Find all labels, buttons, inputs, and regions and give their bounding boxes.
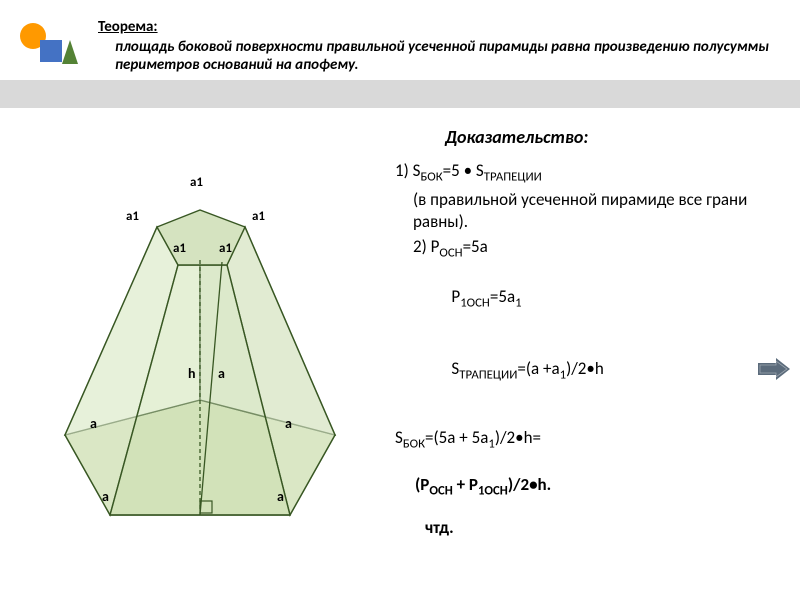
lbl-a1-top: а1 bbox=[190, 175, 203, 190]
lbl-a-slant: а bbox=[218, 365, 225, 382]
proof-line-1: 1) SБОК=5 • SТРАПЕЦИИ bbox=[395, 160, 790, 185]
proof-line-3: 2) РОСН=5а bbox=[395, 236, 790, 261]
logo-triangle-icon bbox=[62, 40, 78, 64]
proof-line-7: (РОСН + Р1ОСН)/2•h. bbox=[395, 474, 790, 499]
slide: Теорема: площадь боковой поверхности пра… bbox=[0, 0, 800, 600]
lbl-h: h bbox=[188, 365, 196, 382]
logo-square-icon bbox=[40, 40, 62, 62]
proof-label: Доказательство: bbox=[445, 126, 588, 148]
lbl-a1-tr: а1 bbox=[252, 209, 265, 224]
frustum-diagram: а1 а1 а1 а1 а1 h а а а а а bbox=[30, 165, 375, 540]
logo bbox=[18, 18, 78, 78]
proof-body: 1) SБОК=5 • SТРАПЕЦИИ (в правильной усеч… bbox=[395, 160, 790, 543]
lbl-a1-br: а1 bbox=[219, 241, 232, 256]
lbl-a1-bl: а1 bbox=[173, 241, 186, 256]
proof-qed: чтд. bbox=[425, 517, 790, 538]
lbl-a-ul: а bbox=[90, 415, 97, 432]
theorem-text: площадь боковой поверхности правильной у… bbox=[115, 38, 770, 74]
theorem-label: Теорема: bbox=[98, 18, 158, 36]
lbl-a1-tl: а1 bbox=[126, 209, 139, 224]
proof-line-2: (в правильной усеченной пирамиде все гра… bbox=[395, 189, 790, 232]
proof-line-4: Р1ОСН=5а1 bbox=[395, 265, 790, 333]
lbl-a-ll: а bbox=[102, 488, 109, 505]
lbl-a-ur: а bbox=[285, 415, 292, 432]
proof-line-5: SТРАПЕЦИИ=(а +а1)/2•h bbox=[395, 337, 790, 405]
proof-line-6: SБОК=(5а + 5а1)/2•h= bbox=[395, 427, 790, 452]
lbl-a-lr: а bbox=[277, 488, 284, 505]
header-band bbox=[0, 80, 800, 108]
next-arrow-icon[interactable] bbox=[758, 358, 790, 380]
